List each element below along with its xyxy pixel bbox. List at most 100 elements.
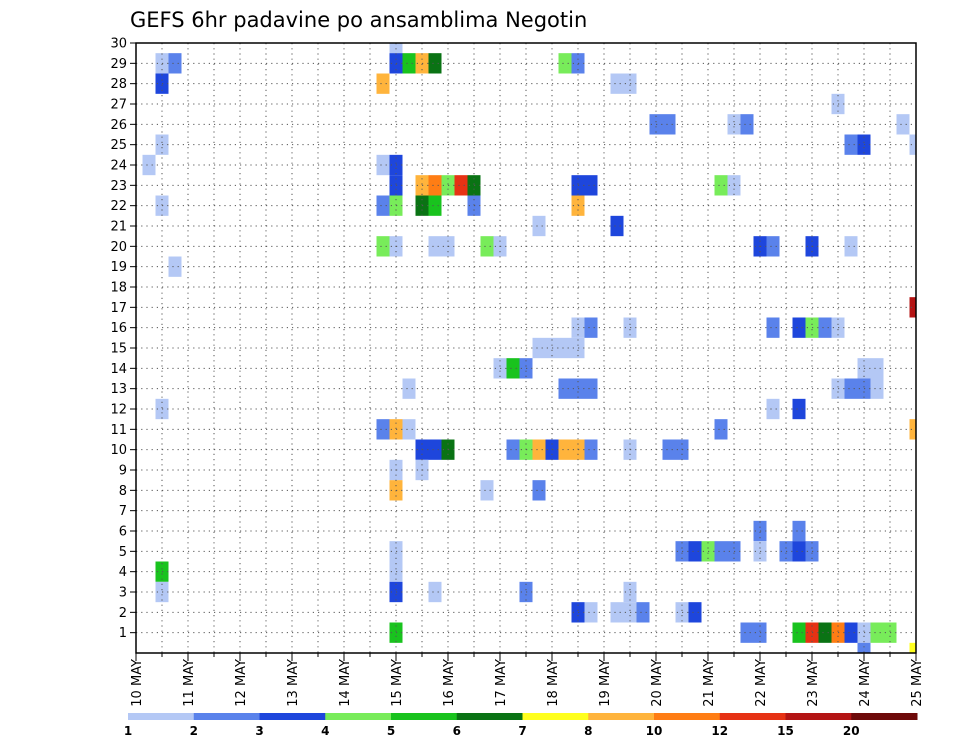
y-tick-label: 20 [110,240,127,255]
heatmap-cell [766,317,780,338]
colorbar: 1 2 3 4 5 6 7 8 10 12 15 20 [124,713,918,738]
heatmap-cell [532,337,546,359]
y-tick-label: 26 [110,118,127,133]
heatmap-cell [792,317,806,338]
colorbar-label: 3 [255,724,263,738]
colorbar-swatch [851,713,918,720]
heatmap-cell [714,541,728,562]
heatmap-cell [168,53,182,74]
colorbar-label: 8 [584,724,592,738]
x-tick-label: 22 MAY [754,659,769,707]
y-tick-label: 27 [110,98,127,113]
x-tick-label: 19 MAY [598,659,613,707]
heatmap-cell [844,378,858,399]
heatmap-cell [558,337,572,359]
x-tick-label: 14 MAY [338,659,353,707]
heatmap-cell [792,520,806,542]
colorbar-swatch [654,713,721,720]
heatmap-cell [428,236,442,257]
heatmap-cell [792,622,806,643]
heatmap-cell [506,358,520,379]
y-tick-label: 2 [119,606,127,621]
y-tick-label: 25 [110,138,127,153]
plot-frame [135,42,917,654]
x-tick-label: 24 MAY [858,659,873,707]
y-tick-label: 16 [110,321,127,336]
colorbar-label: 7 [518,724,526,738]
heatmap-cell [376,236,390,257]
x-tick-label: 20 MAY [650,659,665,707]
heatmap-cell [688,602,702,623]
heatmap-cell [558,378,572,399]
y-tick-label: 1 [119,626,127,641]
y-tick-label: 30 [110,37,127,52]
heatmap-cell [428,53,442,74]
heatmap-cell [870,358,884,379]
heatmap-cell [389,43,403,54]
heatmap-cell [662,114,676,135]
colorbar-label: 12 [711,724,728,738]
colorbar-swatch [785,713,852,720]
x-tick-label: 13 MAY [286,659,301,707]
y-tick-label: 18 [110,281,127,296]
heatmap-cell [168,256,182,277]
heatmap-cell [740,114,754,135]
heatmap-cell [896,114,910,135]
heatmap-cell [688,541,702,562]
heatmap-cell [636,602,650,623]
y-tick-label: 12 [110,403,127,418]
heatmap-cell [376,195,390,216]
heatmap-cell [376,73,390,94]
y-tick-label: 21 [110,220,127,235]
y-tick-label: 22 [110,199,127,214]
heatmap-cell [142,154,156,176]
heatmap-cell [909,134,916,155]
y-tick-label: 13 [110,382,127,397]
heatmap-cell [610,73,624,94]
heatmap-cell [714,419,728,440]
colorbar-label: 1 [124,724,132,738]
heatmap-cell [909,642,916,653]
colorbar-swatch [193,713,260,720]
colorbar-label: 10 [646,724,663,738]
heatmap-cell [376,419,390,440]
heatmap-cell [428,581,442,603]
y-tick-label: 11 [110,423,127,438]
x-tick-label: 21 MAY [702,659,717,707]
y-tick-label: 10 [110,443,127,458]
y-tick-label: 19 [110,260,127,275]
heatmap-cell [506,439,520,460]
heatmap-cell [584,175,598,196]
x-tick-label: 12 MAY [234,659,249,707]
y-tick-label: 14 [110,362,127,377]
colorbar-label: 4 [321,724,329,738]
heatmap-cell [857,642,871,653]
colorbar-swatch [259,713,326,720]
heatmap-cell [740,622,754,643]
colorbar-swatch [128,713,195,720]
heatmap-cell [584,602,598,623]
heatmap-cell [714,175,728,196]
heatmap-cell [558,53,572,74]
heatmap-cell [454,175,468,196]
heatmap-cell [532,439,546,460]
x-tick-label: 11 MAY [182,659,197,707]
heatmap-cell [792,541,806,562]
heatmap-cell [428,439,442,460]
x-tick-label: 17 MAY [494,659,509,707]
colorbar-label: 2 [190,724,198,738]
heatmap-cell [844,236,858,257]
heatmap-cell [909,297,916,318]
colorbar-label: 5 [387,724,395,738]
heatmap-cell [909,419,916,440]
x-tick-label: 10 MAY [130,659,145,707]
heatmap-cell [480,480,494,501]
y-axis: 1234567891011121314151617181920212223242… [110,37,136,641]
colorbar-swatch [719,713,786,720]
heatmap-cell [844,134,858,155]
heatmap-cell [818,317,832,338]
heatmap-cell [870,622,884,643]
y-tick-label: 3 [119,586,127,601]
heatmap-cell [584,317,598,338]
heatmap-cell [662,439,676,460]
